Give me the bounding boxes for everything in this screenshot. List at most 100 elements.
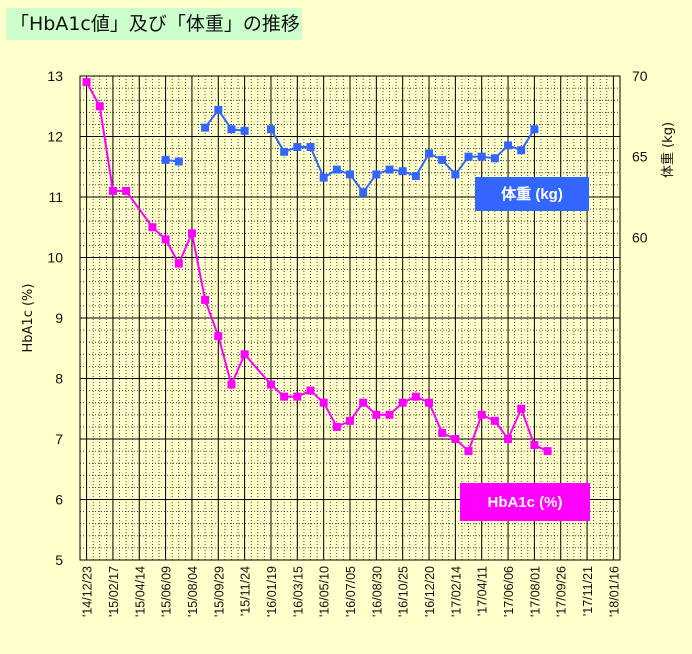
left-axis-tick-label: 13 — [47, 68, 63, 84]
hba1c-line-segment — [98, 106, 114, 192]
hba1c-line-segment — [85, 81, 101, 107]
weight-marker — [201, 123, 210, 132]
weight-marker — [517, 146, 526, 155]
x-axis-tick-label: '16/03/15 — [291, 566, 305, 617]
weight-marker — [266, 125, 275, 134]
hba1c-marker — [306, 386, 315, 395]
hba1c-marker — [398, 398, 407, 407]
x-axis-tick-label: '17/08/01 — [528, 566, 542, 617]
chart-title: 「HbA1c値」及び「体重」の推移 — [6, 8, 302, 40]
hba1c-marker — [451, 435, 460, 443]
x-axis-tick-label: '17/09/26 — [555, 566, 569, 617]
x-axis-tick-label: '17/02/14 — [449, 566, 463, 617]
hba1c-marker — [240, 350, 249, 359]
right-axis-tick-label: 70 — [632, 68, 648, 84]
x-axis-tick-label: '16/10/25 — [397, 566, 411, 617]
right-axis-tick-label: 60 — [632, 229, 648, 245]
x-axis-tick-label: '15/04/14 — [133, 566, 147, 617]
weight-marker — [477, 152, 486, 161]
hba1c-marker — [227, 380, 236, 389]
left-axis-title: HbA1c (%) — [21, 284, 36, 353]
weight-marker — [451, 170, 460, 179]
hba1c-marker — [280, 392, 289, 401]
weight-marker — [306, 142, 315, 151]
hba1c-marker — [359, 398, 368, 407]
weight-marker — [240, 126, 249, 135]
hba1c-marker — [477, 410, 486, 419]
weight-marker — [293, 142, 302, 151]
hba1c-marker — [174, 259, 183, 268]
hba1c-line-segment — [428, 402, 444, 434]
hba1c-marker — [266, 380, 275, 389]
hba1c-marker — [517, 404, 526, 413]
x-axis-tick-label: '16/12/20 — [423, 566, 437, 617]
x-axis-tick-label: '18/01/16 — [607, 566, 621, 617]
hba1c-line-segment — [217, 335, 233, 385]
hba1c-marker — [148, 223, 157, 232]
left-axis-tick-label: 7 — [55, 431, 63, 447]
weight-marker — [504, 141, 513, 150]
hba1c-line-segment — [190, 233, 207, 301]
x-axis-tick-label: '15/06/09 — [160, 566, 174, 617]
weight-marker — [530, 125, 539, 134]
left-axis-tick-label: 5 — [55, 552, 63, 568]
weight-marker — [319, 173, 328, 182]
weight-marker — [280, 147, 289, 156]
hba1c-line-segment — [230, 353, 246, 385]
hba1c-marker — [214, 332, 223, 341]
hba1c-marker — [201, 295, 210, 304]
x-axis-tick-label: '14/12/23 — [81, 566, 95, 617]
legend-box — [460, 483, 590, 521]
hba1c-line-segment — [164, 238, 180, 265]
weight-marker — [359, 188, 368, 197]
x-axis-tick-label: '17/11/21 — [581, 566, 595, 616]
left-axis-tick-label: 11 — [48, 189, 63, 205]
left-axis-tick-label: 12 — [47, 129, 63, 145]
weight-marker — [411, 172, 420, 181]
weight-marker — [464, 152, 473, 161]
x-axis-tick-label: '16/01/19 — [265, 566, 279, 617]
hba1c-marker — [372, 410, 381, 419]
x-axis-tick-label: '17/06/06 — [502, 566, 516, 617]
hba1c-marker — [438, 428, 447, 437]
hba1c-marker — [161, 235, 170, 244]
weight-marker — [398, 167, 407, 176]
legend-label: 体重 (kg) — [501, 185, 563, 203]
hba1c-marker — [122, 186, 131, 195]
hba1c-marker — [490, 416, 499, 425]
hba1c-line-segment — [467, 414, 483, 452]
left-axis-tick-label: 9 — [55, 310, 63, 326]
hba1c-line-segment — [507, 408, 523, 440]
hba1c-marker — [464, 447, 473, 456]
left-axis-tick-label: 8 — [55, 371, 63, 387]
x-axis-tick-label: '16/05/10 — [318, 566, 332, 617]
x-axis-tick-label: '15/11/24 — [239, 566, 253, 616]
right-axis-tick-label: 65 — [632, 149, 648, 165]
hba1c-marker — [293, 392, 302, 401]
weight-marker — [372, 170, 381, 179]
plot-frame — [79, 75, 621, 561]
left-axis-tick-label: 10 — [47, 250, 63, 266]
hba1c-line-segment — [520, 408, 536, 446]
weight-marker — [214, 105, 223, 114]
hba1c-marker — [504, 435, 513, 443]
hba1c-marker — [543, 447, 552, 456]
hba1c-marker — [95, 102, 104, 111]
weight-marker — [174, 157, 183, 166]
hba1c-marker — [346, 416, 354, 425]
x-axis-tick-label: '16/08/30 — [370, 566, 384, 617]
x-axis-tick-label: '15/09/29 — [212, 566, 226, 617]
hba1c-marker — [187, 229, 196, 238]
x-axis-tick-label: '15/08/04 — [186, 566, 200, 617]
weight-marker — [161, 155, 170, 164]
hba1c-marker — [530, 441, 539, 450]
hba1c-marker — [385, 410, 394, 419]
weight-marker — [227, 125, 236, 134]
hba1c-line-segment — [243, 353, 272, 386]
left-axis-tick-label: 6 — [55, 492, 63, 508]
weight-marker — [332, 165, 341, 174]
x-axis-tick-label: '17/04/11 — [476, 566, 490, 616]
hba1c-marker — [332, 422, 341, 431]
